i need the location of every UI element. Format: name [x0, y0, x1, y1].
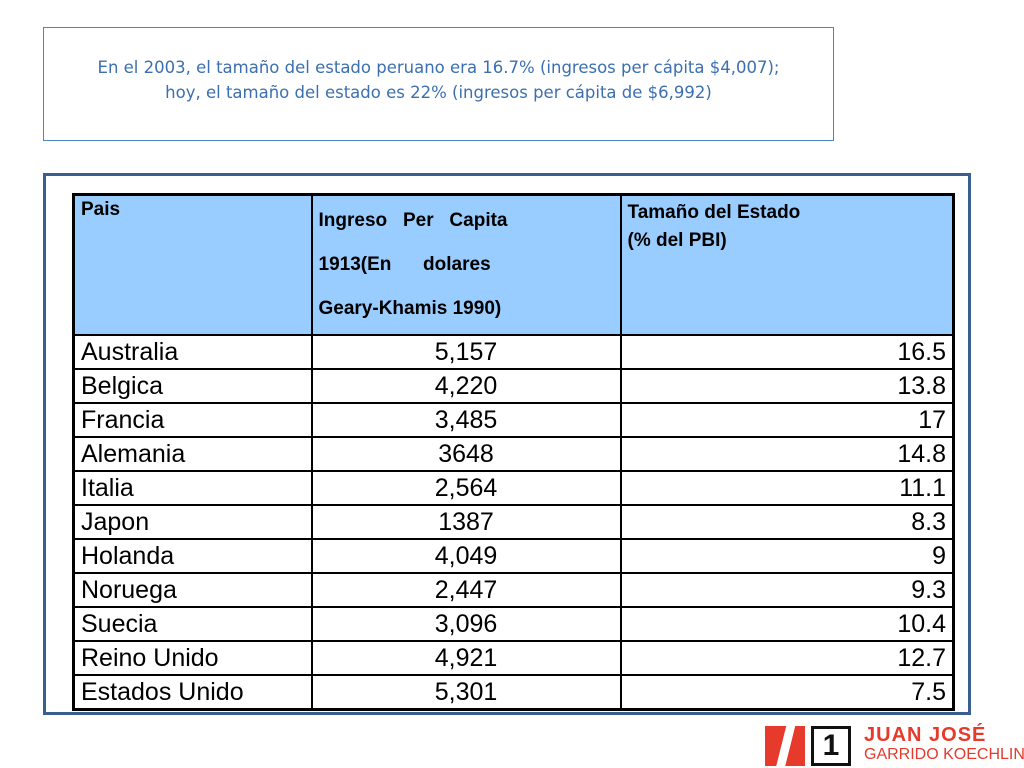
cell-country: Belgica [72, 368, 313, 404]
cell-country: Francia [72, 402, 313, 438]
title-line-1: En el 2003, el tamaño del estado peruano… [97, 58, 780, 77]
header-state-line-1: Tamaño del Estado [627, 202, 801, 223]
table-row: Alemania 3648 14.8 [72, 436, 955, 472]
cell-state-size: 7.5 [619, 674, 955, 710]
header-state-line-2: (% del PBI) [627, 230, 727, 251]
table-header-row: Pais Ingreso Per Capita 1913(En dolares … [72, 193, 955, 336]
cell-state-size: 17 [619, 402, 955, 438]
cell-country: Reino Unido [72, 640, 313, 676]
cell-country: Alemania [72, 436, 313, 472]
header-income-line-1: Ingreso Per Capita [318, 210, 508, 231]
header-country-label: Pais [81, 199, 121, 220]
cell-state-size: 13.8 [619, 368, 955, 404]
table-row: Belgica 4,220 13.8 [72, 368, 955, 404]
cell-state-size: 12.7 [619, 640, 955, 676]
table-body: Australia 5,157 16.5 Belgica 4,220 13.8 … [72, 334, 955, 710]
cell-country: Suecia [72, 606, 313, 642]
data-table: Pais Ingreso Per Capita 1913(En dolares … [72, 193, 955, 711]
header-income-line-2: 1913(En dolares [318, 254, 491, 275]
logo-number-badge: 1 [811, 726, 851, 766]
cell-state-size: 9.3 [619, 572, 955, 608]
header-state-size: Tamaño del Estado (% del PBI) [619, 193, 955, 336]
cell-country: Estados Unido [72, 674, 313, 710]
logo-name-line-2: GARRIDO KOECHLIN [864, 746, 1024, 763]
table-row: Noruega 2,447 9.3 [72, 572, 955, 608]
cell-income: 2,564 [310, 470, 622, 506]
cell-state-size: 11.1 [619, 470, 955, 506]
cell-state-size: 9 [619, 538, 955, 574]
cell-income: 3,485 [310, 402, 622, 438]
cell-state-size: 10.4 [619, 606, 955, 642]
cell-income: 3648 [310, 436, 622, 472]
cell-state-size: 14.8 [619, 436, 955, 472]
brand-logo: 1 JUAN JOSÉ GARRIDO KOECHLIN [765, 724, 1024, 768]
header-income: Ingreso Per Capita 1913(En dolares Geary… [310, 193, 622, 336]
cell-country: Noruega [72, 572, 313, 608]
cell-country: Australia [72, 334, 313, 370]
cell-country: Italia [72, 470, 313, 506]
cell-state-size: 16.5 [619, 334, 955, 370]
table-row: Francia 3,485 17 [72, 402, 955, 438]
table-row: Holanda 4,049 9 [72, 538, 955, 574]
logo-name-line-1: JUAN JOSÉ [864, 724, 987, 746]
cell-income: 4,921 [310, 640, 622, 676]
title-line-2: hoy, el tamaño del estado es 22% (ingres… [165, 83, 712, 102]
table-row: Japon 1387 8.3 [72, 504, 955, 540]
cell-country: Holanda [72, 538, 313, 574]
table-row: Australia 5,157 16.5 [72, 334, 955, 370]
logo-mark-icon [765, 724, 805, 768]
cell-income: 3,096 [310, 606, 622, 642]
cell-state-size: 8.3 [619, 504, 955, 540]
cell-income: 2,447 [310, 572, 622, 608]
cell-income: 4,049 [310, 538, 622, 574]
table-row: Estados Unido 5,301 7.5 [72, 674, 955, 710]
cell-income: 1387 [310, 504, 622, 540]
title-box: En el 2003, el tamaño del estado peruano… [43, 27, 834, 141]
header-country: Pais [72, 193, 313, 336]
cell-income: 5,157 [310, 334, 622, 370]
cell-income: 4,220 [310, 368, 622, 404]
table-row: Suecia 3,096 10.4 [72, 606, 955, 642]
cell-country: Japon [72, 504, 313, 540]
header-income-line-3: Geary-Khamis 1990) [318, 298, 502, 319]
table-row: Italia 2,564 11.1 [72, 470, 955, 506]
cell-income: 5,301 [310, 674, 622, 710]
table-row: Reino Unido 4,921 12.7 [72, 640, 955, 676]
